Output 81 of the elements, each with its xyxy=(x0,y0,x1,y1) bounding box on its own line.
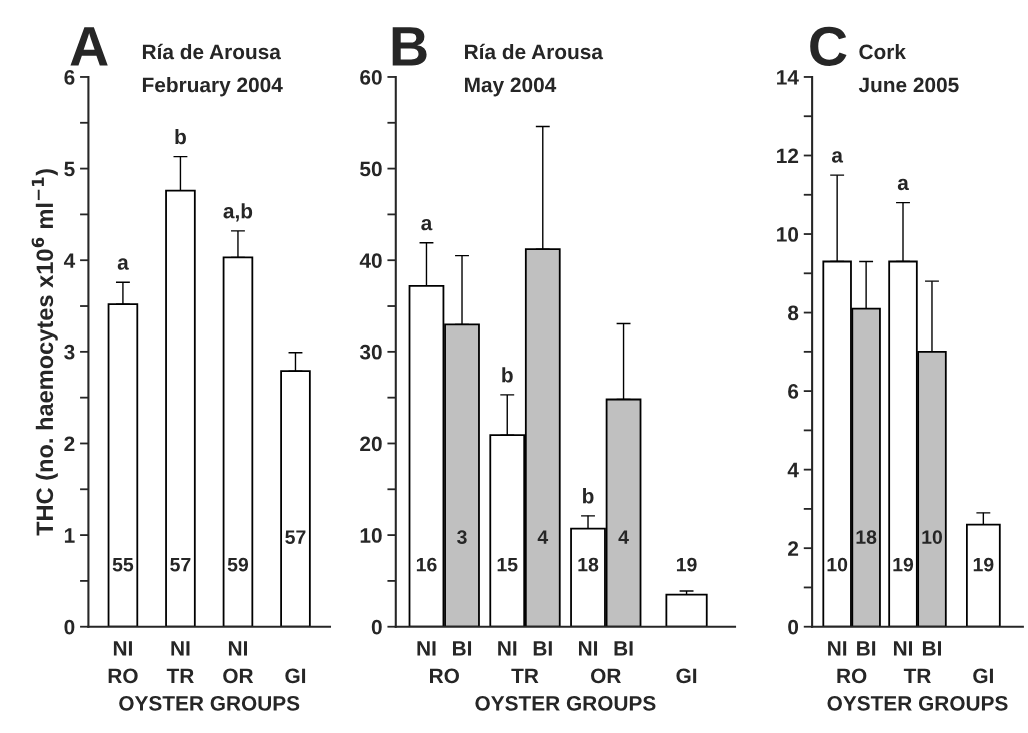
annotation: a xyxy=(897,178,909,191)
annotation: 19 xyxy=(893,557,914,572)
y-tick-label: 0 xyxy=(371,619,382,635)
text: NI xyxy=(171,641,190,656)
x-tick-label: RO xyxy=(108,668,138,684)
text: BI xyxy=(614,641,633,656)
x-tick-label: OR xyxy=(223,668,254,684)
text: BI xyxy=(922,641,941,656)
chart-title: A xyxy=(70,27,108,66)
x-tick-label: OR xyxy=(591,668,621,684)
y-tick-label: 4 xyxy=(787,462,799,478)
x-axis-title: OYSTER GROUPS xyxy=(827,695,1008,711)
annotation: 19 xyxy=(973,557,994,572)
text: NI xyxy=(893,641,913,656)
annotation: 18 xyxy=(578,557,599,572)
x-tick-label: GI xyxy=(676,668,697,684)
annotation: 57 xyxy=(170,557,191,572)
y-tick-label: 50 xyxy=(360,161,382,177)
x-tick-label: TR xyxy=(511,668,539,684)
x-axis-title: OYSTER GROUPS xyxy=(475,695,656,711)
annotation: 15 xyxy=(497,557,518,572)
x-axis-title: OYSTER GROUPS xyxy=(119,695,300,711)
annotation: 10 xyxy=(922,530,942,544)
y-tick-label: 10 xyxy=(777,227,799,242)
y-tick-label: 40 xyxy=(359,253,382,268)
annotation: b xyxy=(583,488,594,504)
x-tick-label: RO xyxy=(430,668,459,684)
chart-subtitle: Ría de Arousa May 2004 xyxy=(465,43,604,97)
annotation: 4 xyxy=(618,530,629,544)
x-tick-label: TR xyxy=(166,668,194,684)
y-tick-label: 0 xyxy=(64,619,75,635)
series-label: NI xyxy=(828,641,847,656)
y-tick-label: 6 xyxy=(64,69,75,85)
y-tick-label: 8 xyxy=(788,305,799,321)
series-label: NI xyxy=(417,641,436,656)
annotation: a,b xyxy=(223,203,253,222)
annotation: b xyxy=(502,367,513,383)
text: NI xyxy=(228,641,247,656)
chart-title: C xyxy=(810,26,847,66)
annotation: 10 xyxy=(827,557,848,572)
annotation: 19 xyxy=(676,557,697,572)
y-tick-label: 5 xyxy=(64,161,75,177)
y-tick-label: 1 xyxy=(64,528,75,543)
x-tick-label: RO xyxy=(837,668,867,684)
annotation: 16 xyxy=(416,557,437,572)
chart-subtitle: Cork June 2005 xyxy=(858,43,959,93)
annotation: 18 xyxy=(856,530,877,544)
chart-title: B xyxy=(392,27,427,66)
y-tick-label: 4 xyxy=(63,253,76,268)
annotation: a xyxy=(117,258,129,270)
annotation: 3 xyxy=(457,530,467,544)
y-tick-label: 2 xyxy=(64,436,75,452)
annotation: a xyxy=(831,151,844,163)
y-tick-label: 14 xyxy=(777,70,799,85)
text: NI xyxy=(578,641,598,656)
bar xyxy=(665,593,708,627)
x-tick-label: GI xyxy=(973,668,993,684)
series-label: NI xyxy=(113,641,132,656)
y-tick-label: 12 xyxy=(777,148,799,164)
annotation: 4 xyxy=(537,530,549,544)
annotation: a xyxy=(421,218,433,231)
annotation: b xyxy=(175,128,186,145)
y-tick-label: 20 xyxy=(360,436,382,452)
y-tick-label: 3 xyxy=(64,344,75,360)
y-axis-title: THC (no. haemocytes x10$^{6}$ ml$^{−1}$) xyxy=(31,169,58,536)
annotation: 55 xyxy=(112,557,134,572)
y-tick-label: 6 xyxy=(788,384,799,399)
x-tick-label: GI xyxy=(285,668,306,684)
series-label: BI xyxy=(452,641,472,656)
y-tick-label: 0 xyxy=(788,619,799,635)
y-tick-label: 30 xyxy=(359,344,382,360)
annotation: 57 xyxy=(285,530,306,544)
y-tick-label: 2 xyxy=(788,541,799,556)
chart-subtitle: Ría de Arousa February 2004 xyxy=(142,43,283,97)
y-tick-label: 60 xyxy=(360,69,382,85)
series-label: BI xyxy=(857,641,876,656)
text: BI xyxy=(533,641,552,656)
annotation: 59 xyxy=(227,557,249,572)
x-tick-label: TR xyxy=(903,668,931,684)
text: NI xyxy=(498,641,517,656)
y-tick-label: 10 xyxy=(360,528,382,543)
